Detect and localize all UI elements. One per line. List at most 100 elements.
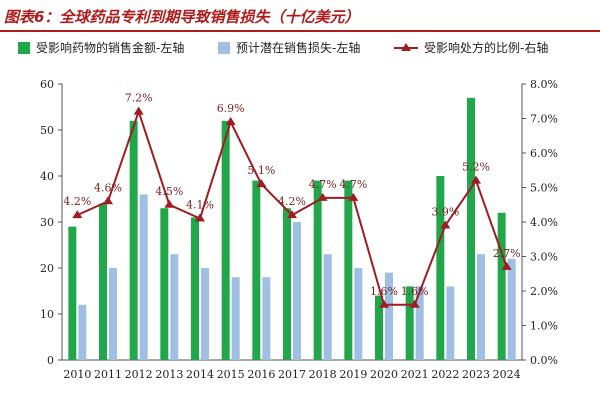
- legend-label-ratio: 受影响处方的比例-右轴: [424, 40, 548, 55]
- legend-swatch-loss: [218, 42, 230, 54]
- legend-swatch-sales: [18, 42, 30, 54]
- bar-loss: [139, 194, 148, 360]
- bar-loss: [201, 268, 209, 360]
- bar-loss: [109, 268, 117, 360]
- bar-sales: [99, 203, 107, 360]
- line-ratio-point: [72, 210, 83, 219]
- bar-sales: [375, 295, 383, 360]
- line-ratio-data-label: 4.2%: [278, 195, 306, 208]
- bar-loss: [78, 304, 87, 360]
- line-ratio-data-label: 4.1%: [186, 199, 214, 212]
- y-right-tick-label: 3.0%: [530, 251, 558, 264]
- line-ratio-data-label: 3.9%: [431, 205, 459, 218]
- line-ratio-data-label: 5.1%: [247, 164, 275, 177]
- y-right-tick-label: 0.0%: [530, 354, 558, 367]
- x-tick-label: 2015: [217, 368, 245, 381]
- bar-loss: [262, 277, 271, 360]
- bar-loss: [170, 254, 179, 360]
- x-tick-label: 2018: [309, 368, 337, 381]
- legend-marker-ratio: [401, 43, 411, 51]
- y-left-tick-label: 50: [40, 124, 54, 137]
- y-right-tick-label: 8.0%: [530, 78, 558, 91]
- bar-loss: [293, 222, 301, 360]
- x-tick-label: 2022: [431, 368, 459, 381]
- x-tick-label: 2012: [125, 368, 153, 381]
- line-ratio-data-label: 4.7%: [309, 178, 337, 191]
- legend-label-loss: 预计潜在销售损失-左轴: [236, 40, 360, 55]
- y-left-tick-label: 40: [40, 170, 54, 183]
- line-ratio-point: [103, 196, 113, 205]
- bar-sales: [283, 208, 291, 360]
- y-left-tick-label: 0: [47, 354, 54, 367]
- line-ratio-point: [348, 192, 359, 201]
- bar-sales: [221, 120, 230, 360]
- line-ratio-point: [287, 210, 297, 219]
- bar-sales: [191, 217, 199, 360]
- line-ratio-data-label: 7.2%: [125, 92, 153, 105]
- x-tick-label: 2016: [247, 368, 275, 381]
- bar-sales: [467, 97, 475, 361]
- line-ratio-data-label: 5.2%: [462, 161, 490, 174]
- line-ratio-data-label: 2.7%: [493, 247, 521, 260]
- line-ratio-point: [379, 299, 389, 308]
- title-underline: [0, 30, 600, 32]
- bar-loss: [385, 272, 393, 360]
- bar-sales: [68, 226, 77, 360]
- line-ratio-data-label: 6.9%: [217, 102, 245, 115]
- line-ratio-data-label: 1.6%: [401, 285, 429, 298]
- y-right-tick-label: 5.0%: [530, 182, 558, 195]
- y-right-tick-label: 2.0%: [530, 285, 558, 298]
- line-ratio-point: [471, 175, 481, 184]
- chart-area: 受影响药物的销售金额-左轴 预计潜在销售损失-左轴 受影响处方的比例-右轴 0 10 20…: [18, 40, 558, 381]
- line-ratio-point: [256, 179, 267, 188]
- bar-loss: [354, 268, 363, 360]
- chart-title: 图表6：全球药品专利到期导致销售损失（十亿美元）: [4, 8, 360, 26]
- bar-sales: [436, 176, 445, 360]
- y-right-tick-label: 7.0%: [530, 113, 558, 126]
- line-ratio-data-label: 4.6%: [94, 181, 122, 194]
- y-left-tick-label: 20: [40, 262, 54, 275]
- bar-loss: [446, 286, 455, 360]
- bar-sales: [497, 212, 506, 360]
- x-tick-label: 2023: [462, 368, 490, 381]
- line-ratio-point: [133, 106, 144, 115]
- bar-loss: [477, 254, 485, 360]
- line-ratio-point: [440, 220, 451, 229]
- y-left-tick-label: 10: [40, 308, 54, 321]
- bar-sales: [344, 180, 353, 360]
- x-tick-label: 2013: [155, 368, 183, 381]
- bar-loss: [231, 277, 240, 360]
- line-ratio-data-label: 4.2%: [63, 195, 91, 208]
- y-left-tick-label: 60: [40, 78, 54, 91]
- y-right-tick-label: 4.0%: [530, 216, 558, 229]
- legend-label-sales: 受影响药物的销售金额-左轴: [36, 40, 184, 55]
- bar-sales: [252, 180, 261, 360]
- x-tick-label: 2011: [94, 368, 122, 381]
- line-ratio-point: [409, 299, 420, 308]
- x-tick-label: 2024: [493, 368, 521, 381]
- line-ratio-data-label: 4.5%: [155, 185, 183, 198]
- x-tick-label: 2014: [186, 368, 214, 381]
- line-ratio-point: [225, 116, 236, 125]
- bar-sales: [313, 180, 322, 360]
- y-left-tick-label: 30: [40, 216, 54, 229]
- bar-loss: [507, 258, 516, 360]
- bar-sales: [405, 286, 414, 360]
- x-tick-label: 2021: [401, 368, 429, 381]
- bar-loss: [323, 254, 332, 360]
- bar-sales: [160, 208, 169, 360]
- y-right-tick-label: 1.0%: [530, 320, 558, 333]
- y-right-tick-label: 6.0%: [530, 147, 558, 160]
- x-tick-label: 2020: [370, 368, 398, 381]
- line-ratio-point: [501, 261, 512, 270]
- bar-sales: [129, 120, 138, 360]
- line-ratio-data-label: 4.7%: [339, 178, 367, 191]
- x-tick-label: 2017: [278, 368, 306, 381]
- line-ratio-point: [164, 199, 175, 208]
- line-ratio-point: [195, 213, 205, 222]
- bar-loss: [415, 286, 424, 360]
- line-ratio-point: [317, 192, 328, 201]
- x-tick-label: 2010: [63, 368, 91, 381]
- line-ratio-data-label: 1.6%: [370, 285, 398, 298]
- x-tick-label: 2019: [339, 368, 367, 381]
